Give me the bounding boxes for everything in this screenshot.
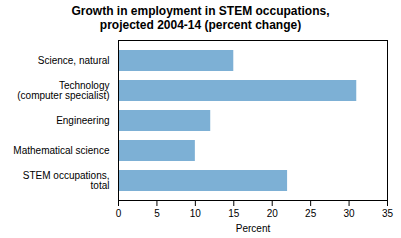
svg-text:STEM occupations,total: STEM occupations,total (23, 170, 110, 191)
svg-text:Percent: Percent (236, 223, 271, 234)
svg-text:25: 25 (305, 208, 317, 219)
svg-text:Engineering: Engineering (56, 115, 109, 126)
svg-text:5: 5 (154, 208, 160, 219)
svg-text:0: 0 (116, 208, 122, 219)
html-text:Growth in employment in STEM o: Growth in employment in STEM occupations… (71, 4, 330, 32)
svg-text:35: 35 (382, 208, 394, 219)
svg-text:30: 30 (344, 208, 356, 219)
svg-text:10: 10 (190, 208, 202, 219)
svg-text:Science, natural: Science, natural (38, 55, 110, 66)
svg-text:Mathematical science: Mathematical science (13, 145, 110, 156)
svg-text:20: 20 (267, 208, 279, 219)
svg-text:15: 15 (228, 208, 240, 219)
svg-text:Technology(computer specialist: Technology(computer specialist) (17, 80, 109, 101)
